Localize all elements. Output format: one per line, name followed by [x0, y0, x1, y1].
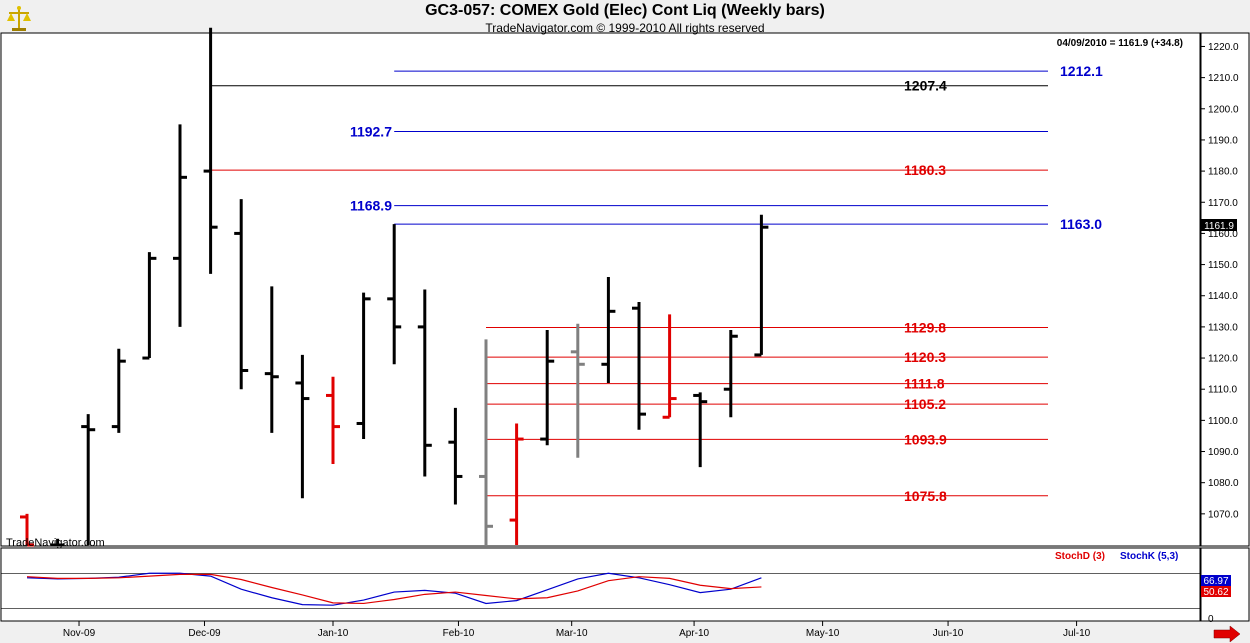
series-stochk	[26, 572, 762, 606]
ohlc-bar	[662, 314, 677, 419]
x-tick-label: Jun-10	[933, 628, 964, 639]
y-tick-label: 1220.0	[1208, 42, 1239, 53]
level-label: 1120.3	[904, 349, 946, 365]
ohlc-bar	[142, 252, 157, 360]
ohlc-bar	[632, 301, 646, 430]
scroll-right-arrow-icon[interactable]	[1212, 625, 1242, 643]
ohlc-bar	[203, 27, 218, 274]
legend-stochk: StochK (5,3)	[1120, 551, 1178, 562]
level-label: 1180.3	[904, 162, 946, 178]
price-axis-ticks: 1070.0 1080.0 1090.0 1100.0 1110.0 1120.0 1130…	[1201, 42, 1239, 520]
y-tick-label: 1150.0	[1208, 260, 1238, 271]
y-tick-label: 1130.0	[1208, 322, 1238, 333]
level-label: 1163.0	[1060, 216, 1102, 232]
y-tick-label: 1080.0	[1208, 478, 1239, 489]
x-tick-label: Jul-10	[1063, 628, 1091, 639]
y-tick-label: 1140.0	[1208, 291, 1238, 302]
x-tick-label: Feb-10	[443, 628, 475, 639]
level-label: 1105.2	[904, 396, 946, 412]
ohlc-bar	[723, 330, 738, 418]
x-tick-label: Jan-10	[318, 628, 349, 639]
stochd-value-tag-bg	[1201, 586, 1231, 597]
y-tick-label: 1160.0	[1208, 229, 1238, 240]
ohlc-bar	[754, 214, 769, 357]
y-tick-label: 1170.0	[1208, 198, 1238, 209]
x-tick-label: Mar-10	[556, 628, 588, 639]
ohlc-bar	[173, 124, 187, 327]
y-tick-label: 1110.0	[1208, 385, 1238, 396]
ohlc-bar	[264, 286, 279, 433]
ohlc-bar	[356, 292, 371, 440]
chart-title: GC3-057: COMEX Gold (Elec) Cont Liq (Wee…	[425, 2, 825, 19]
legend-stochd: StochD (3)	[1055, 551, 1105, 562]
ohlc-bar	[509, 423, 524, 545]
x-tick-label: May-10	[806, 628, 840, 639]
y-tick-label: 1070.0	[1208, 509, 1239, 520]
ohlc-bar	[417, 289, 432, 477]
y-tick-label: 1180.0	[1208, 167, 1238, 178]
level-label: 1207.4	[904, 78, 947, 94]
ohlc-bar	[601, 277, 616, 383]
series-stochd	[26, 573, 762, 605]
level-label: 1129.8	[904, 320, 946, 336]
price-axis	[1200, 32, 1250, 547]
chart-subtitle: TradeNavigator.com © 1999-2010 All right…	[485, 21, 765, 35]
stochd-value-tag: 50.62	[1203, 587, 1228, 598]
trade-navigator-logo-icon	[7, 6, 31, 31]
y-tick-label: 1210.0	[1208, 73, 1239, 84]
ohlc-bar	[81, 414, 96, 545]
level-label: 1093.9	[904, 431, 947, 447]
ohlc-bar	[479, 339, 493, 545]
last-price-tag-bg	[1201, 219, 1237, 231]
ohlc-bar	[111, 348, 126, 433]
ohlc-bar	[326, 376, 340, 464]
ohlc-bar	[570, 323, 585, 458]
ohlc-bar	[448, 407, 463, 505]
ohlc-bar	[50, 538, 65, 547]
price-panel	[0, 32, 1201, 547]
stochk-value-tag-bg	[1201, 575, 1231, 586]
date-axis: Nov-09 Dec-09 Jan-10 Feb-10 Mar-10 Apr-10 May-…	[63, 621, 1091, 639]
ohlc-bar	[234, 199, 249, 390]
level-label: 1212.1	[1060, 63, 1103, 79]
ohlc-bar	[387, 224, 402, 365]
level-label: 1192.7	[350, 124, 392, 140]
stochastic-axis-zero: 0	[1208, 614, 1214, 625]
y-tick-label: 1200.0	[1208, 104, 1239, 115]
support-resistance-levels: 1212.1 1207.4 1192.7 1180.3 1168.9 1163.0 1129…	[210, 63, 1103, 504]
last-info: 04/09/2010 = 1161.9 (+34.8)	[1057, 38, 1183, 49]
x-tick-label: Apr-10	[679, 628, 709, 639]
x-tick-label: Dec-09	[188, 628, 221, 639]
level-label: 1075.8	[904, 488, 947, 504]
ohlc-bars	[20, 27, 769, 547]
level-label: 1111.8	[904, 376, 945, 392]
ohlc-bar	[295, 354, 310, 499]
stochastic-lines	[1, 572, 1200, 609]
x-tick-label: Nov-09	[63, 628, 96, 639]
stochastic-panel	[0, 547, 1201, 622]
ohlc-bar	[20, 513, 34, 547]
y-tick-label: 1120.0	[1208, 354, 1238, 365]
ohlc-bar	[540, 330, 555, 446]
y-tick-label: 1190.0	[1208, 135, 1238, 146]
y-tick-label: 1100.0	[1208, 416, 1238, 427]
stochk-value-tag: 66.97	[1203, 576, 1228, 587]
last-price-tag: 1161.9	[1204, 221, 1234, 232]
ohlc-bar	[693, 392, 708, 468]
y-tick-label: 1090.0	[1208, 447, 1239, 458]
level-label: 1168.9	[350, 198, 392, 214]
watermark: TradeNavigator.com	[6, 537, 105, 549]
